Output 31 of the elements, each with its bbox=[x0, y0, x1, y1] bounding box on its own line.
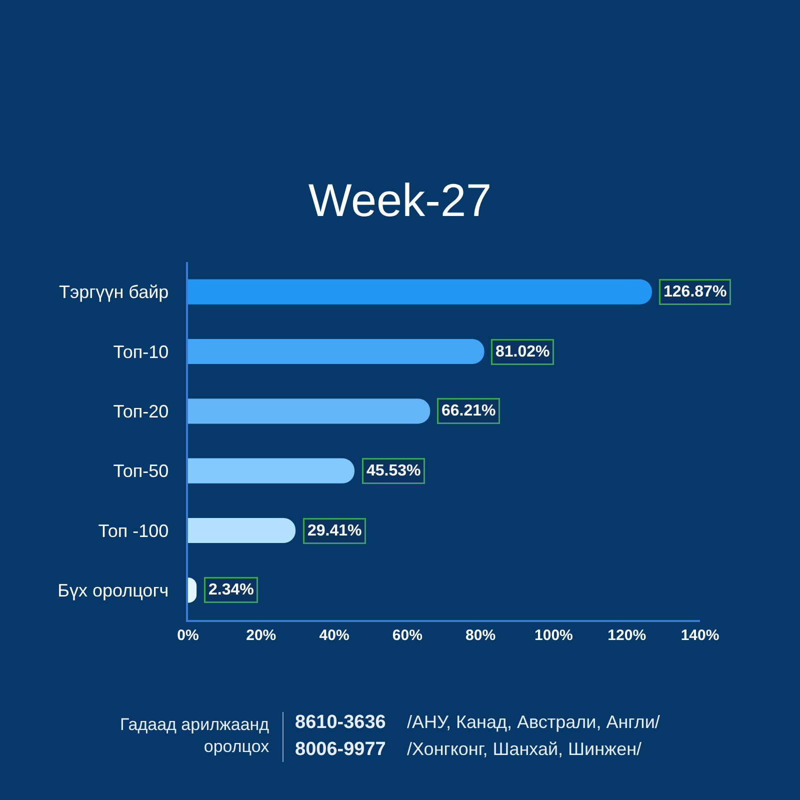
x-tick-label: 120% bbox=[608, 626, 646, 644]
bar bbox=[188, 279, 652, 304]
x-tick-label: 40% bbox=[319, 626, 350, 644]
data-label: 66.21% bbox=[442, 402, 496, 420]
data-label: 81.02% bbox=[496, 344, 550, 360]
x-tick-label: 140% bbox=[680, 626, 720, 644]
text: Гадаад арилжаанд оролцох bbox=[120, 715, 270, 756]
x-tick-label: 0% bbox=[177, 626, 199, 644]
text: 8610-3636 bbox=[295, 712, 386, 733]
y-tick-label: Бүх оролцогч bbox=[58, 580, 169, 600]
data-label: 29.41% bbox=[308, 522, 362, 540]
data-label: 45.53% bbox=[366, 462, 421, 480]
bar bbox=[188, 398, 430, 424]
x-tick-label: 20% bbox=[246, 626, 276, 644]
bar bbox=[188, 458, 355, 484]
text: 8006-9977 bbox=[295, 739, 386, 760]
y-tick-label: Топ-10 bbox=[113, 342, 169, 362]
y-tick-label: Тэргүүн байр bbox=[58, 282, 169, 302]
x-tick-label: 100% bbox=[534, 626, 573, 644]
chart-title: Week-27 bbox=[308, 174, 492, 226]
text: /АНУ, Канад, Австрали, Англи/ bbox=[407, 712, 660, 732]
data-label: 2.34% bbox=[208, 582, 254, 598]
y-tick-label: Топ-50 bbox=[113, 461, 169, 482]
y-tick-label: Топ -100 bbox=[98, 520, 169, 541]
bar bbox=[188, 518, 296, 544]
bar bbox=[188, 338, 484, 364]
text: /Хонгконг, Шанхай, Шинжен/ bbox=[407, 739, 642, 759]
x-tick-label: 80% bbox=[466, 626, 496, 644]
data-label: 126.87% bbox=[664, 284, 727, 300]
x-tick-label: 60% bbox=[392, 626, 422, 644]
y-tick-label: Топ-20 bbox=[113, 401, 169, 422]
